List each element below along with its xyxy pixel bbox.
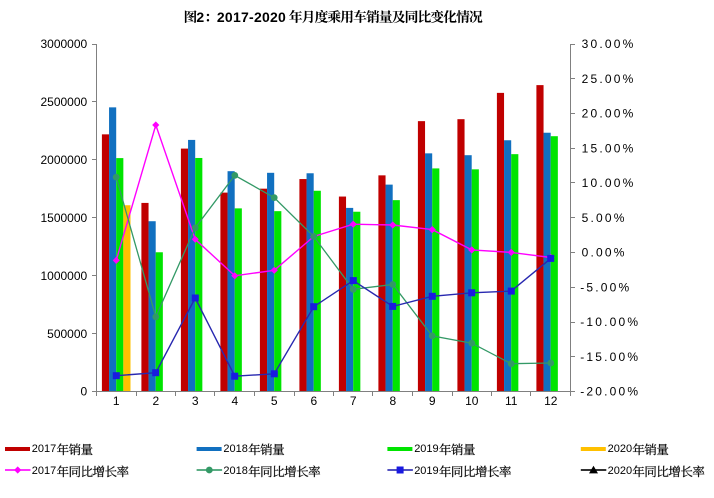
svg-text:6: 6 <box>310 394 317 408</box>
svg-text:1: 1 <box>113 394 120 408</box>
svg-text:10.00%: 10.00% <box>582 176 636 190</box>
svg-text:2500000: 2500000 <box>40 95 87 109</box>
svg-text:0.00%: 0.00% <box>582 246 627 260</box>
svg-text:10: 10 <box>465 394 479 408</box>
svg-text:9: 9 <box>429 394 436 408</box>
svg-text:-5.00%: -5.00% <box>580 280 631 294</box>
svg-text:7: 7 <box>350 394 357 408</box>
svg-text:500000: 500000 <box>47 327 87 341</box>
svg-text:2: 2 <box>152 394 159 408</box>
svg-text:2020: 2020 <box>608 465 632 477</box>
svg-text:2017: 2017 <box>32 465 56 477</box>
svg-text:2019: 2019 <box>414 443 438 455</box>
svg-text:2: 2 <box>196 9 204 25</box>
svg-text:11: 11 <box>505 394 518 408</box>
svg-text:3000000: 3000000 <box>40 37 87 51</box>
svg-text:-10.00%: -10.00% <box>580 315 640 329</box>
svg-text:1500000: 1500000 <box>40 211 87 225</box>
svg-text:2017: 2017 <box>32 443 56 455</box>
svg-text:2000000: 2000000 <box>40 153 87 167</box>
svg-text:15.00%: 15.00% <box>582 141 636 155</box>
svg-text:5.00%: 5.00% <box>582 211 627 225</box>
svg-text:2020: 2020 <box>608 443 632 455</box>
svg-text:2017-2020: 2017-2020 <box>217 9 286 25</box>
svg-text:-20.00%: -20.00% <box>580 385 640 399</box>
svg-text:30.00%: 30.00% <box>582 37 636 51</box>
svg-text:2018: 2018 <box>223 465 247 477</box>
svg-text:3: 3 <box>192 394 199 408</box>
svg-text:0: 0 <box>81 385 88 399</box>
svg-text:25.00%: 25.00% <box>582 72 636 86</box>
svg-text:8: 8 <box>389 394 396 408</box>
svg-text:5: 5 <box>271 394 278 408</box>
svg-text:2019: 2019 <box>414 465 438 477</box>
svg-text:2018: 2018 <box>223 443 247 455</box>
svg-text:-15.00%: -15.00% <box>580 350 640 364</box>
svg-text:12: 12 <box>544 394 558 408</box>
svg-text:4: 4 <box>231 394 238 408</box>
svg-text:1000000: 1000000 <box>40 269 87 283</box>
svg-text:20.00%: 20.00% <box>582 107 636 121</box>
